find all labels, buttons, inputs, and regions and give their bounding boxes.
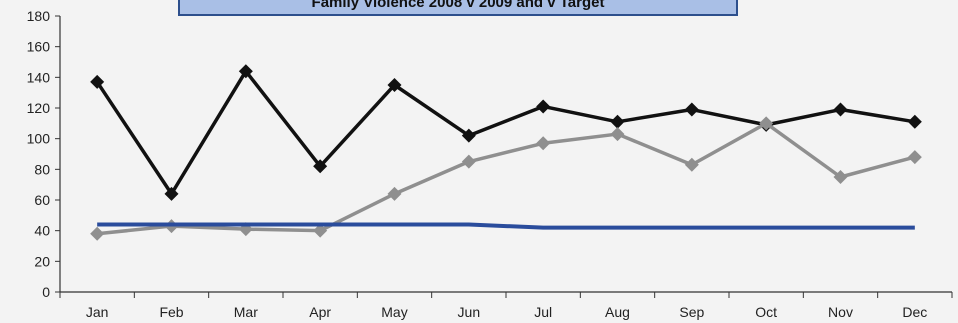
data-point xyxy=(833,170,848,184)
x-tick-label: Oct xyxy=(755,304,777,320)
data-point xyxy=(833,102,848,117)
data-point xyxy=(907,150,922,165)
y-tick-label: 180 xyxy=(27,8,51,24)
series-line-2 xyxy=(96,121,916,236)
series-line-3 xyxy=(97,222,915,230)
data-point xyxy=(313,223,328,238)
data-point xyxy=(536,99,551,114)
x-tick-label: Jun xyxy=(458,304,481,320)
data-point xyxy=(90,226,105,241)
x-tick-label: Aug xyxy=(605,304,630,320)
y-tick-label: 60 xyxy=(34,192,50,208)
data-point xyxy=(610,127,625,142)
y-tick-label: 120 xyxy=(27,100,51,116)
x-tick-label: Sep xyxy=(679,304,704,320)
data-point xyxy=(684,102,699,117)
data-point xyxy=(313,159,328,174)
data-point xyxy=(907,114,922,129)
data-point xyxy=(759,116,774,131)
x-tick-label: Feb xyxy=(159,304,183,320)
y-tick-label: 80 xyxy=(34,161,50,177)
chart-title: Family Violence 2008 v 2009 and v Target xyxy=(178,0,738,16)
y-tick-label: 160 xyxy=(27,39,51,55)
data-point xyxy=(461,154,476,169)
y-tick-label: 100 xyxy=(27,131,51,147)
x-tick-label: Nov xyxy=(828,304,853,320)
data-point xyxy=(238,64,253,79)
x-tick-label: Dec xyxy=(902,304,927,320)
data-point xyxy=(684,157,699,172)
data-point xyxy=(461,128,476,143)
y-tick-label: 40 xyxy=(34,223,50,239)
x-tick-label: Mar xyxy=(234,304,258,320)
data-point xyxy=(610,114,625,129)
y-tick-label: 0 xyxy=(42,284,50,300)
data-point xyxy=(387,186,402,201)
x-tick-label: Jan xyxy=(86,304,109,320)
x-tick-label: Jul xyxy=(534,304,552,320)
x-tick-label: May xyxy=(381,304,407,320)
y-tick-label: 140 xyxy=(27,69,51,85)
data-point xyxy=(387,78,402,92)
series-line-1 xyxy=(95,69,916,196)
data-point xyxy=(164,186,179,201)
x-tick-label: Apr xyxy=(309,304,331,320)
y-tick-label: 20 xyxy=(34,253,50,269)
data-point xyxy=(90,74,105,89)
data-point xyxy=(536,136,551,151)
